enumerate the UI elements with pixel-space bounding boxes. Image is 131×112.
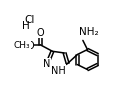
Text: NH₂: NH₂ — [79, 27, 98, 37]
Text: H: H — [22, 21, 30, 31]
Text: O: O — [36, 28, 44, 38]
Text: CH₃: CH₃ — [14, 41, 30, 50]
Text: O: O — [26, 40, 34, 50]
Text: N: N — [43, 59, 51, 69]
Text: Cl: Cl — [24, 15, 35, 24]
Text: NH: NH — [51, 65, 66, 75]
